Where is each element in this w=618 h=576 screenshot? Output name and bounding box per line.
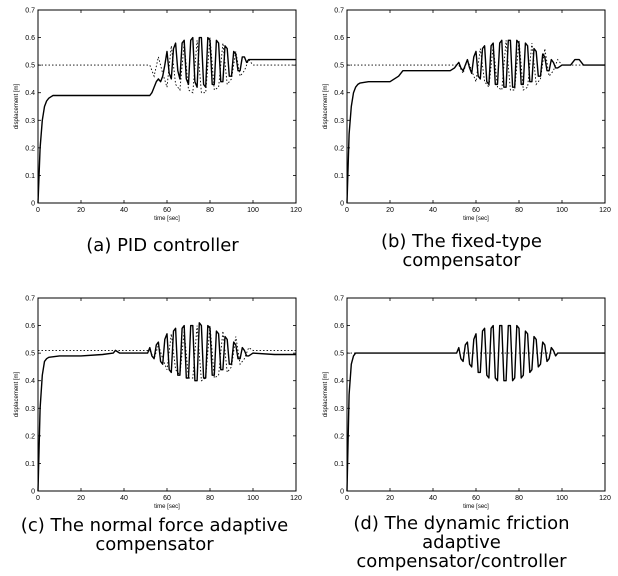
- x-tick-label: 120: [599, 207, 611, 214]
- axes-frame: [346, 9, 606, 204]
- x-tick-label: 40: [120, 495, 128, 502]
- response-line: [37, 322, 296, 492]
- x-tick-label: 120: [599, 495, 611, 502]
- y-tick-label: 0.5: [25, 63, 35, 70]
- y-tick-label: 0.4: [25, 378, 35, 385]
- x-tick-label: 80: [206, 207, 214, 214]
- y-tick-label: 0.5: [334, 351, 344, 358]
- y-tick-label: 0: [340, 489, 344, 496]
- y-tick-label: 0.3: [25, 406, 35, 413]
- x-tick-label: 120: [290, 495, 302, 502]
- x-tick-label: 80: [515, 495, 523, 502]
- y-tick-label: 0.4: [334, 378, 344, 385]
- y-tick-label: 0.3: [334, 406, 344, 413]
- y-tick-label: 0.7: [25, 8, 35, 15]
- y-tick-label: 0.2: [334, 145, 344, 152]
- y-tick-label: 0.7: [334, 296, 344, 303]
- y-tick-label: 0.6: [25, 35, 35, 42]
- x-tick-label: 60: [472, 495, 480, 502]
- response-line: [37, 36, 296, 204]
- y-tick-label: 0.6: [334, 323, 344, 330]
- panel-a: 0 20 40 60 80 100 120 0 0.1 0.2 0.3 0.4 0.5 0.6 0.7 tim…: [0, 0, 309, 288]
- y-tick-label: 0: [31, 489, 35, 496]
- chart-d: 0 20 40 60 80 100 120 0 0.1 0.2 0.3 0.4 0.5 0.6 0.7 tim…: [323, 296, 611, 511]
- caption-a: (a) PID controller: [86, 235, 239, 256]
- x-tick-label: 20: [386, 207, 394, 214]
- x-tick-label: 100: [556, 207, 568, 214]
- x-tick-label: 20: [77, 207, 85, 214]
- response-line: [346, 39, 605, 204]
- y-axis-label: displacement [m]: [14, 371, 20, 417]
- y-axis-label: displacement [m]: [323, 83, 329, 129]
- y-tick-label: 0.7: [334, 8, 344, 15]
- x-tick-label: 100: [247, 207, 259, 214]
- x-tick-label: 40: [429, 207, 437, 214]
- y-tick-label: 0.1: [25, 461, 35, 468]
- x-tick-label: 80: [206, 495, 214, 502]
- reference-line: [38, 325, 296, 382]
- x-tick-label: 40: [429, 495, 437, 502]
- panel-c: 0 20 40 60 80 100 120 0 0.1 0.2 0.3 0.4 0.5 0.6 0.7 tim…: [0, 288, 309, 576]
- y-tick-label: 0.1: [25, 173, 35, 180]
- y-tick-label: 0.6: [25, 323, 35, 330]
- y-tick-label: 0.3: [25, 118, 35, 125]
- y-tick-label: 0: [340, 201, 344, 208]
- response-line: [346, 324, 605, 492]
- x-tick-label: 40: [120, 207, 128, 214]
- y-axis-label: displacement [m]: [14, 83, 20, 129]
- caption-b: (b) The fixed-type compensator: [380, 231, 543, 271]
- y-tick-label: 0.4: [25, 90, 35, 97]
- x-axis-label: time [sec]: [463, 216, 489, 222]
- y-tick-label: 0.5: [25, 351, 35, 358]
- x-tick-label: 60: [163, 495, 171, 502]
- y-tick-label: 0.1: [334, 173, 344, 180]
- caption-d: (d) The dynamic friction adaptive compen…: [353, 513, 570, 572]
- x-tick-label: 120: [290, 207, 302, 214]
- x-tick-label: 20: [77, 495, 85, 502]
- x-axis-label: time [sec]: [154, 216, 180, 222]
- x-tick-label: 60: [163, 207, 171, 214]
- x-tick-label: 100: [247, 495, 259, 502]
- chart-a: 0 20 40 60 80 100 120 0 0.1 0.2 0.3 0.4 0.5 0.6 0.7 tim…: [14, 8, 302, 223]
- x-tick-label: 0: [345, 207, 349, 214]
- x-axis-label: time [sec]: [463, 504, 489, 510]
- y-tick-label: 0.3: [334, 118, 344, 125]
- x-tick-label: 0: [36, 495, 40, 502]
- y-tick-label: 0.2: [25, 433, 35, 440]
- y-axis-label: displacement [m]: [323, 371, 329, 417]
- x-tick-label: 80: [515, 207, 523, 214]
- x-tick-label: 100: [556, 495, 568, 502]
- x-tick-label: 20: [386, 495, 394, 502]
- chart-b: 0 20 40 60 80 100 120 0 0.1 0.2 0.3 0.4 0.5 0.6 0.7 tim…: [323, 8, 611, 223]
- x-tick-label: 0: [36, 207, 40, 214]
- y-tick-label: 0.2: [334, 433, 344, 440]
- reference-line: [38, 37, 296, 94]
- panel-d: 0 20 40 60 80 100 120 0 0.1 0.2 0.3 0.4 0.5 0.6 0.7 tim…: [309, 288, 618, 576]
- x-tick-label: 60: [472, 207, 480, 214]
- axes-frame: [37, 297, 297, 492]
- x-axis-label: time [sec]: [154, 504, 180, 510]
- chart-c: 0 20 40 60 80 100 120 0 0.1 0.2 0.3 0.4 0.5 0.6 0.7 tim…: [14, 296, 302, 511]
- y-tick-label: 0.6: [334, 35, 344, 42]
- y-tick-label: 0: [31, 201, 35, 208]
- axes-frame: [346, 297, 606, 492]
- reference-line: [347, 40, 605, 91]
- y-tick-label: 0.2: [25, 145, 35, 152]
- y-tick-label: 0.4: [334, 90, 344, 97]
- x-tick-label: 0: [345, 495, 349, 502]
- y-tick-label: 0.1: [334, 461, 344, 468]
- y-tick-label: 0.5: [334, 63, 344, 70]
- y-tick-label: 0.7: [25, 296, 35, 303]
- panel-b: 0 20 40 60 80 100 120 0 0.1 0.2 0.3 0.4 0.5 0.6 0.7 tim…: [309, 0, 618, 288]
- caption-c: (c) The normal force adaptive compensato…: [20, 515, 289, 555]
- axes-frame: [37, 9, 297, 204]
